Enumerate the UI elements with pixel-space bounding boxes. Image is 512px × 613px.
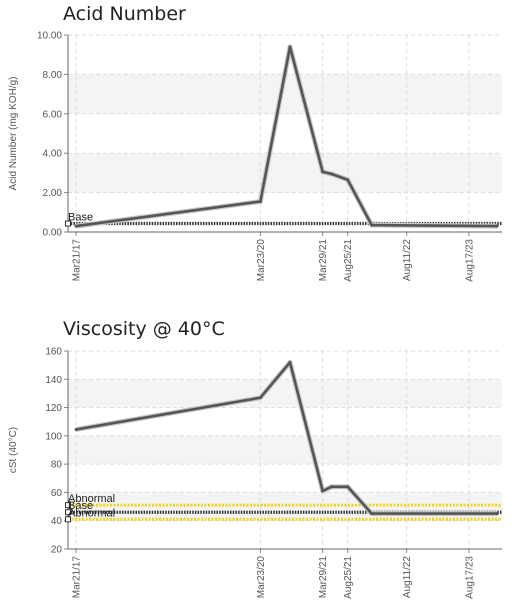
data-point: [288, 45, 292, 49]
x-tick-label: Aug17/23: [464, 556, 475, 599]
x-tick-label: Mar29/21: [318, 556, 329, 599]
data-point: [258, 396, 262, 400]
data-point: [346, 178, 350, 182]
series-line: [75, 360, 498, 515]
x-tick-label: Mar23/20: [256, 556, 267, 599]
data-point: [495, 224, 499, 228]
y-tick-label: 60: [51, 488, 63, 499]
data-point: [495, 512, 499, 516]
data-point: [329, 485, 333, 489]
y-tick-label: 80: [51, 460, 63, 471]
grid-band: [68, 379, 502, 408]
reference-marker: [65, 516, 71, 523]
y-tick-label: 120: [45, 403, 62, 414]
grid-band: [68, 435, 502, 465]
data-point: [288, 360, 292, 364]
data-point: [321, 489, 325, 493]
series-line-shadow: [75, 44, 498, 229]
y-tick-label: 8.00: [43, 70, 63, 81]
data-point: [258, 199, 262, 203]
y-tick-label: 0.00: [43, 228, 63, 239]
y-tick-label: 6.00: [43, 109, 63, 120]
x-tick-label: Aug11/22: [402, 239, 413, 282]
reference-label: Abnormal: [68, 493, 115, 505]
x-tick-label: Aug17/23: [464, 239, 475, 282]
chart-title: Viscosity @ 40°C: [63, 318, 225, 340]
series-line: [75, 45, 498, 228]
data-point: [329, 172, 333, 176]
y-tick-label: 4.00: [43, 149, 63, 160]
x-tick-label: Aug25/21: [343, 239, 354, 282]
reference-marker: [65, 220, 71, 227]
y-axis-label: Acid Number (mg KOH/g): [8, 77, 19, 191]
y-tick-label: 10.00: [37, 31, 62, 42]
x-tick-label: Aug11/22: [402, 556, 413, 599]
x-tick-label: Mar21/17: [72, 556, 83, 599]
data-point: [74, 224, 78, 228]
x-tick-label: Aug25/21: [343, 556, 354, 599]
x-tick-label: Mar23/20: [256, 239, 267, 282]
data-point: [74, 427, 78, 431]
reference-marker: [65, 502, 71, 509]
data-point: [370, 512, 374, 516]
data-point: [321, 170, 325, 174]
y-tick-label: 160: [45, 347, 62, 358]
y-tick-label: 40: [51, 516, 63, 527]
viscosity-chart: Viscosity @ 40°C 20 40 60 80 100 120 140 160 Mar…: [0, 315, 512, 613]
y-tick-label: 20: [51, 545, 63, 556]
acid-number-chart: Acid Number 0.00 2.00 4.00 6.00 8.00 10.00 Mar…: [0, 0, 512, 300]
y-axis-label: cSt (40°C): [8, 427, 19, 473]
acid-number-plot: 0.00 2.00 4.00 6.00 8.00 10.00 Mar21/17 Mar23/2…: [8, 31, 502, 282]
data-point: [346, 485, 350, 489]
reference-marker: [65, 509, 71, 516]
chart-title: Acid Number: [63, 3, 186, 25]
reference-label: Abnormal: [68, 507, 115, 519]
reference-label: Base: [68, 500, 93, 512]
viscosity-plot: 20 40 60 80 100 120 140 160 Mar21/17 Mar23/20 Mar2…: [8, 347, 502, 599]
x-tick-label: Mar21/17: [72, 239, 83, 282]
reference-label: Base: [68, 212, 93, 224]
y-tick-label: 100: [45, 431, 62, 442]
y-tick-label: 2.00: [43, 188, 63, 199]
y-tick-label: 140: [45, 375, 62, 386]
grid-band: [68, 153, 502, 193]
data-point: [370, 223, 374, 227]
x-tick-label: Mar29/21: [318, 239, 329, 282]
